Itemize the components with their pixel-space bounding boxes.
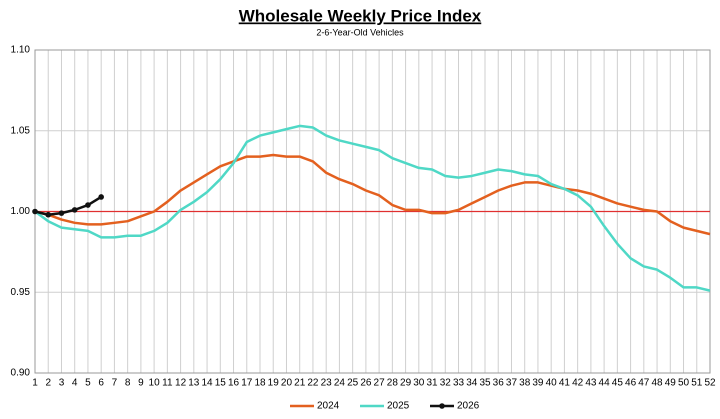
legend-marker [439,403,445,409]
x-tick-label: 33 [453,378,465,389]
x-tick-label: 31 [426,378,438,389]
x-tick-label: 2 [45,378,51,389]
x-tick-label: 9 [138,378,144,389]
x-tick-label: 22 [307,378,319,389]
chart-title: Wholesale Weekly Price Index [239,6,482,25]
x-tick-label: 48 [651,378,663,389]
x-tick-label: 27 [374,378,386,389]
x-tick-label: 21 [294,378,306,389]
x-tick-label: 50 [678,378,690,389]
x-tick-label: 40 [546,378,558,389]
x-tick-label: 35 [479,378,491,389]
data-point [85,202,91,208]
x-tick-label: 7 [112,378,118,389]
x-tick-label: 49 [665,378,677,389]
data-point [32,208,38,215]
x-tick-label: 17 [241,378,253,389]
x-tick-label: 1 [32,378,38,389]
x-tick-label: 44 [599,378,611,389]
x-tick-label: 23 [321,378,333,389]
legend-label: 2024 [317,401,340,412]
x-tick-label: 32 [440,378,452,389]
x-tick-label: 42 [572,378,584,389]
x-tick-label: 4 [72,378,78,389]
x-tick-label: 46 [625,378,637,389]
legend-label: 2026 [457,401,480,412]
x-tick-label: 3 [59,378,65,389]
x-tick-label: 12 [175,378,187,389]
x-tick-label: 19 [268,378,280,389]
y-tick-label: 0.90 [11,368,31,379]
x-tick-label: 30 [413,378,425,389]
x-tick-label: 29 [400,378,412,389]
legend-label: 2025 [387,401,410,412]
series-line [34,153,711,236]
x-tick-label: 43 [585,378,597,389]
x-tick-label: 47 [638,378,650,389]
chart-subtitle: 2-6-Year-Old Vehicles [316,27,404,37]
data-point [45,211,52,218]
x-tick-label: 38 [519,378,531,389]
data-point [58,210,65,216]
x-tick-label: 28 [387,378,399,389]
x-tick-label: 51 [691,378,703,389]
x-tick-label: 5 [85,378,91,389]
x-tick-label: 39 [532,378,544,389]
x-tick-label: 52 [704,378,716,389]
y-tick-label: 1.10 [11,45,31,56]
x-tick-label: 20 [281,378,293,389]
x-tick-label: 14 [201,378,213,389]
x-tick-label: 45 [612,378,624,389]
x-tick-label: 10 [149,378,161,389]
data-point [98,194,104,200]
x-tick-label: 25 [347,378,359,389]
x-tick-label: 6 [98,378,104,389]
x-tick-label: 41 [559,378,571,389]
series-line [34,124,711,292]
x-tick-label: 34 [466,378,478,389]
x-tick-label: 11 [162,378,173,389]
y-tick-label: 1.05 [11,125,31,136]
x-tick-label: 13 [188,378,200,389]
x-tick-label: 15 [215,378,227,389]
x-tick-label: 37 [506,378,518,389]
x-tick-label: 24 [334,378,346,389]
x-tick-label: 8 [125,378,131,389]
x-tick-label: 18 [254,378,266,389]
x-tick-label: 16 [228,378,240,389]
y-tick-label: 1.00 [11,206,31,217]
y-tick-label: 0.95 [11,287,31,298]
data-point [71,207,78,213]
x-tick-label: 26 [360,378,372,389]
x-tick-label: 36 [493,378,505,389]
